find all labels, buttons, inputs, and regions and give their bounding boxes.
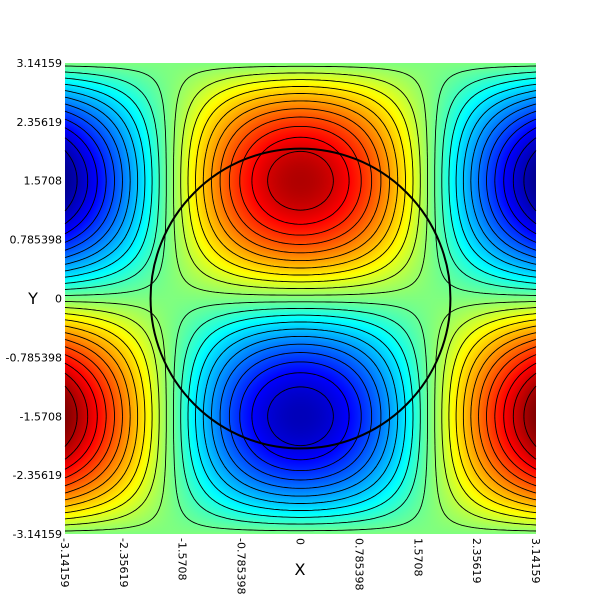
contour-line <box>64 116 537 487</box>
x-tick-label: 0.785398 <box>352 538 365 591</box>
x-axis-label: X <box>295 560 306 579</box>
y-tick-label: -3.14159 <box>13 528 62 541</box>
y-tick-label: 3.14159 <box>17 57 63 70</box>
y-tick-labels: 3.14159 2.35619 1.5708 0.785398 0 -0.785398 -1… <box>6 57 62 541</box>
contour-line <box>64 79 537 520</box>
x-tick-label: -3.14159 <box>58 538 71 587</box>
x-tick-label: 2.35619 <box>470 538 483 584</box>
contour-line <box>64 96 537 497</box>
contour-line <box>64 100 537 501</box>
contour-line <box>64 103 537 489</box>
x-tick-label: 0 <box>294 538 307 545</box>
y-tick-label: -0.785398 <box>6 351 62 364</box>
y-tick-label: 2.35619 <box>17 116 63 129</box>
x-tick-label: -0.785398 <box>235 538 248 594</box>
contour-line <box>64 118 537 472</box>
contour-line <box>64 77 537 518</box>
y-tick-label: 0 <box>55 293 62 306</box>
y-tick-label: 0.785398 <box>10 234 63 247</box>
contour-line <box>64 65 537 532</box>
contour-line <box>64 71 537 525</box>
contour-line <box>64 108 537 494</box>
contour-line <box>64 93 537 507</box>
contour-line <box>64 125 537 479</box>
heatmap-surface <box>65 63 536 534</box>
x-tick-label: -1.5708 <box>176 538 189 580</box>
contour-line <box>64 90 537 504</box>
y-tick-label: -2.35619 <box>13 469 62 482</box>
x-tick-labels: -3.14159 -2.35619 -1.5708 -0.785398 0 0.78539… <box>58 538 542 594</box>
contour-line <box>64 110 537 481</box>
contour-line <box>64 127 537 461</box>
contour-line <box>64 86 537 514</box>
contour-line <box>64 136 537 470</box>
y-tick-label: 1.5708 <box>24 175 63 188</box>
reference-circle <box>149 147 452 450</box>
contour-line <box>64 83 537 511</box>
x-tick-label: 3.14159 <box>529 538 542 584</box>
contour-line <box>64 385 537 447</box>
contour-line <box>64 65 537 532</box>
contour-line <box>64 137 537 447</box>
contour-line <box>64 150 537 460</box>
x-tick-label: -2.35619 <box>117 538 130 587</box>
y-axis-label: Y <box>27 289 38 308</box>
contour-lines <box>64 65 537 532</box>
x-tick-label: 1.5708 <box>411 538 424 577</box>
contour-line <box>64 150 537 212</box>
y-tick-label: -1.5708 <box>20 410 62 423</box>
contour-line <box>64 72 537 526</box>
